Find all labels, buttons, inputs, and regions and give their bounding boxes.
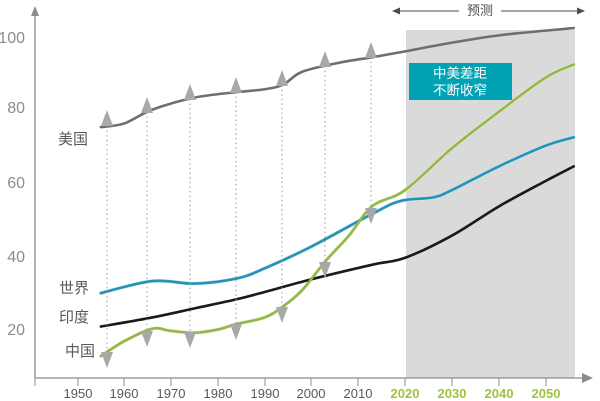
svg-text:印度: 印度 [59, 309, 89, 326]
svg-text:2030: 2030 [438, 386, 467, 401]
svg-text:1950: 1950 [64, 386, 93, 401]
svg-text:40: 40 [7, 249, 25, 266]
svg-text:2010: 2010 [344, 386, 373, 401]
svg-text:2020: 2020 [391, 386, 420, 401]
svg-text:20: 20 [7, 322, 25, 339]
svg-text:1970: 1970 [157, 386, 186, 401]
svg-text:中国: 中国 [65, 343, 95, 360]
svg-text:世界: 世界 [59, 280, 89, 297]
svg-text:预测: 预测 [467, 3, 493, 18]
svg-text:不断收窄: 不断收窄 [433, 82, 487, 98]
svg-text:1980: 1980 [204, 386, 233, 401]
svg-text:1990: 1990 [251, 386, 280, 401]
svg-text:2040: 2040 [485, 386, 514, 401]
svg-text:1960: 1960 [110, 386, 139, 401]
svg-text:2000: 2000 [297, 386, 326, 401]
svg-text:100: 100 [0, 30, 25, 47]
svg-text:2050: 2050 [532, 386, 561, 401]
svg-text:美国: 美国 [58, 131, 88, 148]
svg-text:60: 60 [7, 175, 25, 192]
svg-text:80: 80 [7, 100, 25, 117]
svg-text:中美差距: 中美差距 [433, 66, 487, 81]
